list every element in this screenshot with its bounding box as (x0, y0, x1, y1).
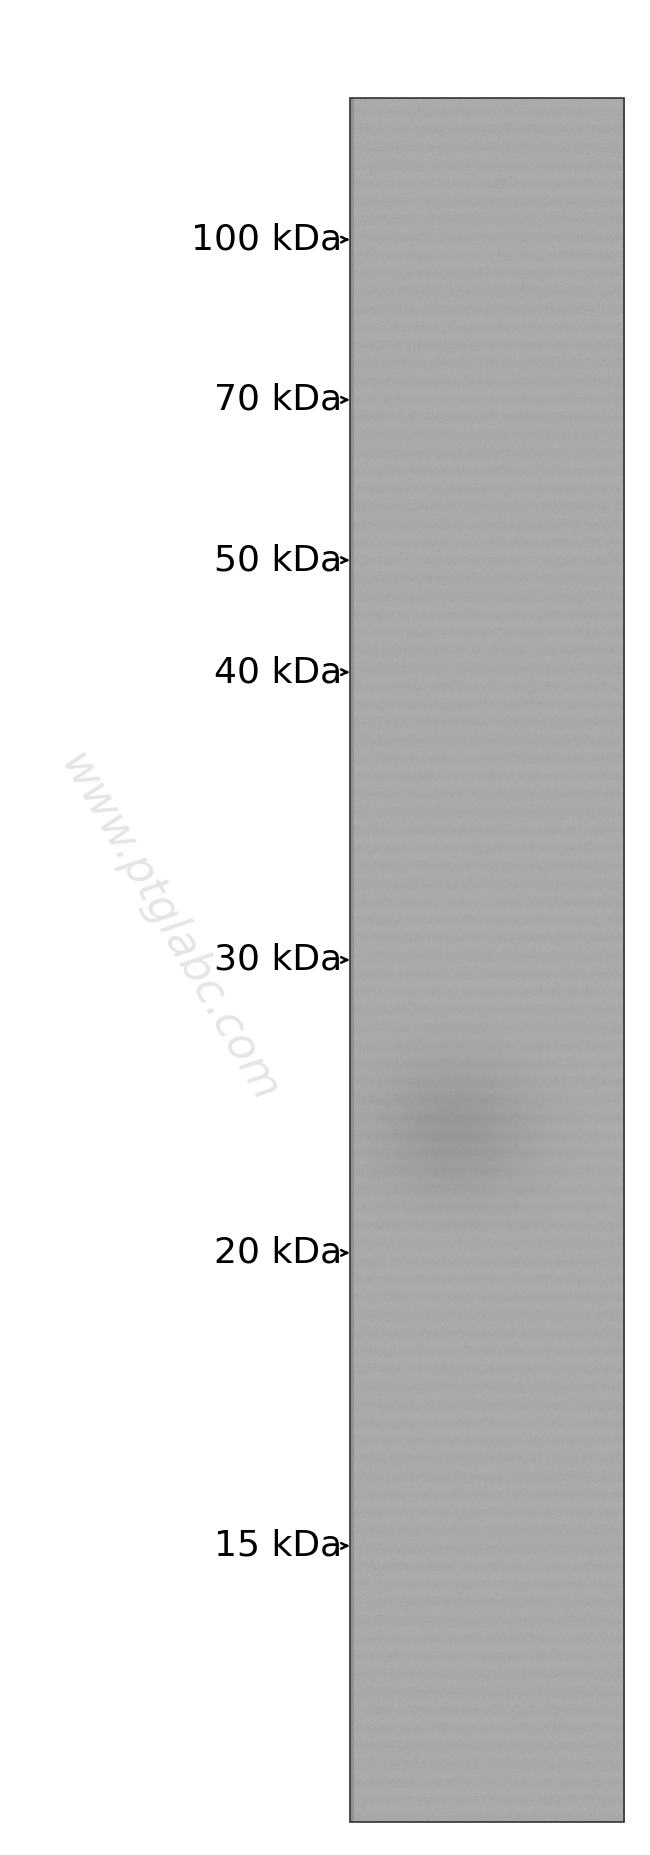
Bar (350, 98, 624, 1822)
Text: 50 kDa: 50 kDa (214, 544, 342, 577)
Text: 70 kDa: 70 kDa (214, 382, 342, 417)
Text: 15 kDa: 15 kDa (214, 1529, 342, 1564)
Text: 100 kDa: 100 kDa (191, 223, 342, 256)
Text: 40 kDa: 40 kDa (214, 655, 342, 690)
Text: www.ptglabc.com: www.ptglabc.com (51, 746, 287, 1109)
Text: 20 kDa: 20 kDa (214, 1235, 342, 1271)
Text: 30 kDa: 30 kDa (214, 942, 342, 978)
